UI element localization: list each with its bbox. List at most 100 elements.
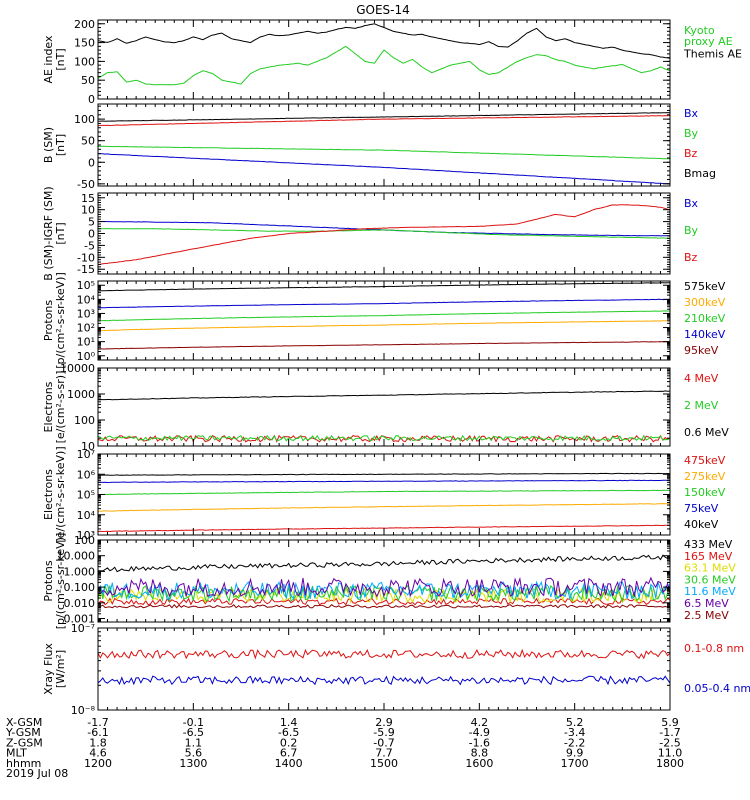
y-tick-label-bigrf-2: -5	[84, 239, 95, 252]
y-tick-label-bigrf-0: -15	[77, 263, 95, 276]
legend-bigrf-1-0: By	[684, 224, 699, 237]
y-tick-label-ae-2: 100	[74, 55, 95, 68]
x-row-value-0-5: 5.2	[566, 716, 584, 729]
y-tick-label-protons_low-1: 10¹	[77, 336, 95, 349]
x-row-value-1-4: -4.9	[469, 726, 490, 739]
x-row-label-0: X-GSM	[6, 716, 42, 729]
ae-series	[98, 23, 670, 86]
electrons_mev-frame	[97, 367, 671, 447]
series-line-protons_low-3	[98, 298, 670, 309]
y-tick-label-bigrf-1: -10	[77, 251, 95, 264]
legend-protons_mev-1-0: 165 MeV	[684, 550, 733, 563]
y-tick-label-protons_low-5: 10⁵	[77, 279, 95, 292]
x-row-value-1-0: -6.1	[87, 726, 108, 739]
x-row-label-3: MLT	[6, 747, 27, 760]
protons_low-frame	[97, 280, 671, 361]
series-line-protons_low-2	[98, 310, 670, 322]
y-tick-label-ae-1: 50	[81, 74, 95, 87]
legend-bsm-1-0: By	[684, 127, 699, 140]
y-axis-label-bigrf-1: [nT]	[54, 222, 67, 244]
legend-protons_low-0-0: 575keV	[684, 280, 726, 293]
y-tick-label-protons_mev-1: 0.010	[64, 597, 96, 610]
y-tick-label-bigrf-3: 0	[88, 228, 95, 241]
x-row-value-1-3: -5.9	[373, 726, 394, 739]
legend-protons_mev-3-0: 30.6 MeV	[684, 573, 736, 586]
legend-electrons_kev-4-0: 40keV	[684, 518, 719, 531]
date-label: 2019 Jul 08	[6, 767, 68, 780]
series-line-bsm-0	[98, 153, 670, 185]
x-row-value-2-6: -2.5	[659, 736, 680, 749]
legend-protons_low-3-0: 140keV	[684, 328, 726, 341]
y-axis-label-xray-1: [W/m²]	[54, 650, 67, 688]
y-tick-label-protons_mev-5: 100	[74, 534, 95, 547]
electrons_kev-frame	[97, 453, 671, 536]
legend-electrons_kev-0-0: 475keV	[684, 454, 726, 467]
y-axis-label-bsm-1: [nT]	[54, 134, 67, 156]
y-tick-label-bigrf-4: 5	[88, 216, 95, 229]
series-line-bigrf-1	[98, 228, 670, 239]
y-tick-label-bigrf-6: 15	[81, 192, 95, 205]
y-tick-label-ae-0: 0	[88, 93, 95, 106]
x-row-value-0-4: 4.2	[471, 716, 489, 729]
y-tick-label-protons_mev-2: 0.100	[64, 581, 96, 594]
x-axis-annotation: X-GSM -1.7 -0.1 1.4 2.9 4.2 5.2 5.9 Y-GSM -6.1 -6.…	[5, 716, 684, 780]
series-line-protons_mev-6	[98, 604, 670, 609]
legend-electrons_kev-2-0: 150keV	[684, 486, 726, 499]
legend-protons_low-4-0: 95keV	[684, 344, 719, 357]
series-line-ae-0	[98, 45, 670, 86]
ae-frame	[97, 19, 671, 100]
x-row-value-4-1: 1300	[179, 757, 207, 770]
legend-electrons_mev-1-0: 2 MeV	[684, 399, 719, 412]
y-tick-label-bsm-1: 0	[88, 156, 95, 169]
x-row-value-2-5: -2.2	[564, 736, 585, 749]
x-row-value-3-6: 11.0	[658, 747, 683, 760]
legend-protons_mev-2-0: 63.1 MeV	[684, 562, 736, 575]
y-tick-label-bsm-0: -50	[77, 178, 95, 191]
x-row-value-3-1: 5.6	[185, 747, 203, 760]
legend-ae-0-0: Kyoto	[684, 24, 715, 37]
x-row-label-2: Z-GSM	[6, 736, 43, 749]
series-line-electrons_kev-1	[98, 503, 670, 512]
y-axis-label-electrons_kev-0: Electrons	[42, 469, 55, 520]
legend-protons_mev-5-0: 6.5 MeV	[684, 597, 729, 610]
x-row-value-3-0: 4.6	[89, 747, 107, 760]
y-axis-label-protons_low-1: [p/(cm²-s-sr-keV)]	[54, 272, 67, 369]
y-tick-label-protons_mev-0: 0.001	[64, 613, 96, 626]
legend-ae-1-0: Themis AE	[683, 47, 742, 60]
legend-bsm-3-0: Bmag	[684, 167, 716, 180]
x-row-value-1-5: -3.4	[564, 726, 585, 739]
x-row-value-2-3: -0.7	[373, 736, 394, 749]
x-row-value-4-6: 1800	[656, 757, 684, 770]
legend-electrons_mev-0-0: 4 MeV	[684, 372, 719, 385]
y-tick-label-electrons_mev-2: 1000	[67, 388, 95, 401]
legend-bsm-0-0: Bx	[684, 107, 699, 120]
xray-series	[98, 648, 670, 686]
x-row-value-2-1: 1.1	[185, 736, 203, 749]
legend-protons_mev-0-0: 433 MeV	[684, 538, 733, 551]
panel-electrons_kev: 10³ 10⁴ 10⁵ 10⁶ 10⁷ Electrons [e/(cm²-s-sr-keV…	[42, 446, 726, 542]
x-row-value-2-4: -1.6	[469, 736, 490, 749]
series-line-bigrf-2	[98, 204, 670, 266]
legend-protons_mev-6-0: 2.5 MeV	[684, 609, 729, 622]
x-row-value-4-5: 1700	[561, 757, 589, 770]
legend-electrons_kev-1-0: 275keV	[684, 470, 726, 483]
legend-electrons_kev-3-0: 75keV	[684, 502, 719, 515]
series-line-electrons_kev-4	[98, 472, 670, 476]
bsm-series	[98, 112, 670, 185]
y-tick-label-protons_low-2: 10²	[77, 322, 95, 335]
legend-xray-1-0: 0.05-0.4 nm	[684, 682, 750, 695]
y-tick-label-bsm-3: 100	[74, 113, 95, 126]
series-line-electrons_kev-3	[98, 479, 670, 484]
series-line-xray-0	[98, 648, 670, 660]
panel-xray: 10⁻⁸ 10⁻⁷ Xray Flux [W/m²] 0.1-0.8 nm 0.05-0.…	[42, 622, 750, 717]
series-line-electrons_kev-2	[98, 489, 670, 496]
series-line-xray-1	[98, 675, 670, 686]
y-tick-label-xray-0: 10⁻⁸	[71, 704, 96, 717]
plot-title: GOES-14	[356, 3, 410, 17]
y-axis-label-electrons_mev-1: [e/(cm²-s-sr)]	[54, 371, 67, 444]
legend-xray-0-0: 0.1-0.8 nm	[684, 642, 744, 655]
